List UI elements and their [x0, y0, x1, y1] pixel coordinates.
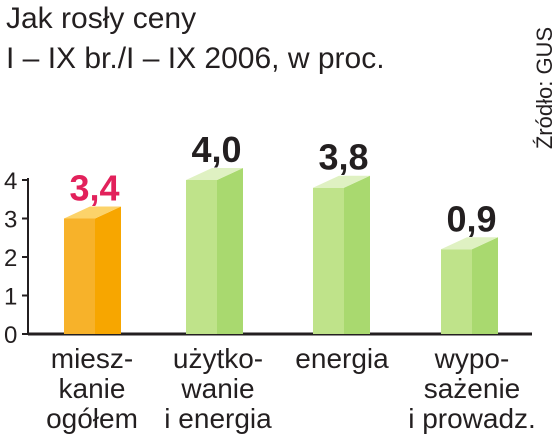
x-tick-label: sażenie — [424, 373, 521, 404]
chart-title: Jak rosły ceny — [6, 2, 197, 35]
y-tick-label: 2 — [4, 245, 17, 272]
chart-subtitle: I – IX br./I – IX 2006, w proc. — [6, 42, 385, 75]
data-label: 3,4 — [69, 168, 119, 209]
bar — [441, 249, 472, 334]
y-tick-label: 3 — [4, 207, 17, 234]
data-label: 0,9 — [446, 198, 496, 239]
x-tick-label: wypo- — [434, 343, 510, 374]
x-tick-label: kanie — [59, 373, 126, 404]
bar — [186, 180, 217, 334]
bar-top — [186, 168, 243, 180]
data-label: 3,8 — [318, 137, 368, 178]
x-tick-label: i energia — [164, 403, 272, 434]
bar-top — [313, 175, 370, 188]
x-tick-label: energia — [295, 343, 389, 374]
x-tick-label: użytko- — [173, 343, 263, 374]
bar-side — [95, 206, 121, 334]
x-tick-label: ogółem — [46, 403, 138, 434]
bar-top — [441, 237, 498, 250]
data-label: 4,0 — [191, 129, 241, 170]
bar-side — [472, 237, 498, 334]
x-tick-label: miesz- — [51, 343, 133, 374]
y-tick-label: 0 — [4, 322, 17, 349]
x-tick-label: wanie — [180, 373, 254, 404]
bar-side — [344, 175, 370, 334]
y-tick-label: 1 — [4, 284, 17, 311]
y-tick-label: 4 — [4, 168, 17, 195]
bar — [313, 187, 344, 334]
bar-top — [64, 206, 121, 219]
bar-side — [217, 168, 243, 334]
bar — [64, 218, 95, 334]
x-tick-label: i prowadz. — [408, 403, 536, 434]
